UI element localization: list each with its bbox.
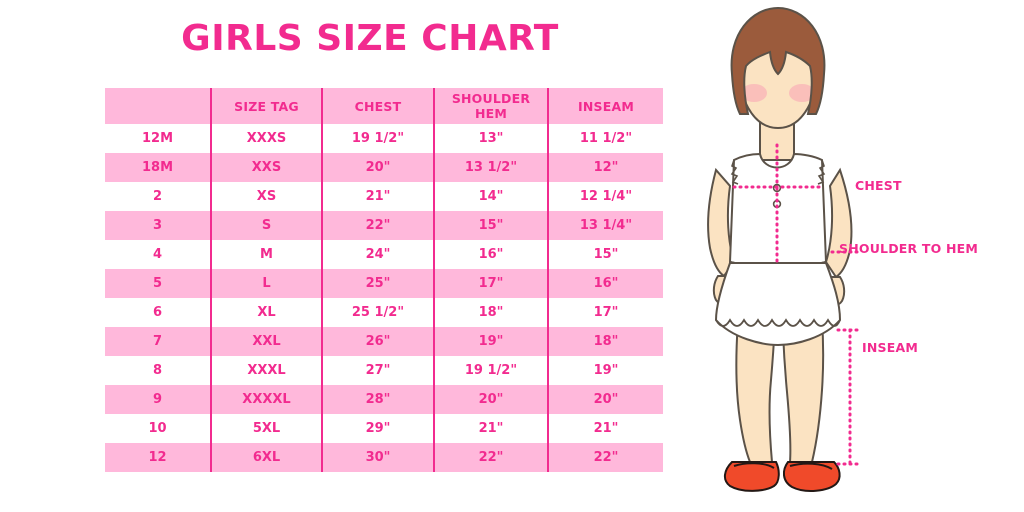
skirt (714, 262, 842, 347)
cell-inseam: 13 1/4" (548, 211, 663, 240)
cell-inseam: 19" (548, 356, 663, 385)
cell-chest: 19 1/2" (322, 124, 435, 153)
cell-size-tag: 5XL (211, 414, 323, 443)
table-row: 4 M 24" 16" 15" (105, 240, 663, 269)
page-title: GIRLS SIZE CHART (181, 18, 559, 59)
cell-chest: 28" (322, 385, 435, 414)
column-header-shoulder-hem: SHOULDER HEM (434, 88, 549, 124)
size-chart-table-wrapper: SIZE TAG CHEST SHOULDER HEM INSEAM 12M X… (105, 88, 663, 472)
cell-size: 2 (105, 182, 212, 211)
cheek-right (789, 84, 815, 102)
table-header: SIZE TAG CHEST SHOULDER HEM INSEAM (105, 88, 663, 124)
cell-chest: 25 1/2" (322, 298, 435, 327)
table-row: 12 6XL 30" 22" 22" (105, 443, 663, 472)
cell-size-tag: XXS (211, 153, 323, 182)
size-chart-table: SIZE TAG CHEST SHOULDER HEM INSEAM 12M X… (105, 88, 663, 472)
table-row: 5 L 25" 17" 16" (105, 269, 663, 298)
cell-chest: 27" (322, 356, 435, 385)
table-row: 12M XXXS 19 1/2" 13" 11 1/2" (105, 124, 663, 153)
cell-inseam: 11 1/2" (548, 124, 663, 153)
table-row: 2 XS 21" 14" 12 1/4" (105, 182, 663, 211)
cell-size: 8 (105, 356, 212, 385)
table-row: 9 XXXXL 28" 20" 20" (105, 385, 663, 414)
cell-size: 6 (105, 298, 212, 327)
cell-inseam: 22" (548, 443, 663, 472)
cell-size: 12M (105, 124, 212, 153)
measurement-lines (732, 143, 864, 466)
cell-shoulder-hem: 20" (434, 385, 549, 414)
cell-chest: 25" (322, 269, 435, 298)
cell-shoulder-hem: 19 1/2" (434, 356, 549, 385)
girl-figure-illustration: CHEST SHOULDER TO HEM INSEAM (672, 0, 1024, 512)
cell-shoulder-hem: 16" (434, 240, 549, 269)
column-header-chest: CHEST (322, 88, 435, 124)
cell-inseam: 12" (548, 153, 663, 182)
girl-figure-svg (707, 6, 864, 492)
cell-size-tag: XXXS (211, 124, 323, 153)
cell-shoulder-hem: 15" (434, 211, 549, 240)
label-chest: CHEST (855, 178, 902, 193)
cell-chest: 26" (322, 327, 435, 356)
cell-inseam: 18" (548, 327, 663, 356)
cell-size: 5 (105, 269, 212, 298)
cell-shoulder-hem: 17" (434, 269, 549, 298)
cell-size: 10 (105, 414, 212, 443)
column-header-size (105, 88, 212, 124)
cell-chest: 29" (322, 414, 435, 443)
cell-size-tag: XXXL (211, 356, 323, 385)
cell-size: 3 (105, 211, 212, 240)
cell-size-tag: XXL (211, 327, 323, 356)
head-group (730, 6, 826, 130)
cell-chest: 22" (322, 211, 435, 240)
cell-size-tag: XXXXL (211, 385, 323, 414)
cell-inseam: 17" (548, 298, 663, 327)
table-row: 3 S 22" 15" 13 1/4" (105, 211, 663, 240)
cell-chest: 24" (322, 240, 435, 269)
cell-inseam: 20" (548, 385, 663, 414)
cell-size-tag: 6XL (211, 443, 323, 472)
cell-inseam: 21" (548, 414, 663, 443)
table-body: 12M XXXS 19 1/2" 13" 11 1/2" 18M XXS 20"… (105, 124, 663, 472)
table-header-row: SIZE TAG CHEST SHOULDER HEM INSEAM (105, 88, 663, 124)
cell-size: 18M (105, 153, 212, 182)
cell-size-tag: XL (211, 298, 323, 327)
column-header-size-tag: SIZE TAG (211, 88, 323, 124)
cell-shoulder-hem: 21" (434, 414, 549, 443)
cell-chest: 20" (322, 153, 435, 182)
cell-inseam: 15" (548, 240, 663, 269)
cell-chest: 30" (322, 443, 435, 472)
label-shoulder-to-hem: SHOULDER TO HEM (839, 241, 979, 256)
cell-shoulder-hem: 14" (434, 182, 549, 211)
cell-shoulder-hem: 13 1/2" (434, 153, 549, 182)
cell-size-tag: XS (211, 182, 323, 211)
cell-size-tag: M (211, 240, 323, 269)
cell-chest: 21" (322, 182, 435, 211)
cell-size: 9 (105, 385, 212, 414)
cell-inseam: 12 1/4" (548, 182, 663, 211)
cell-size: 12 (105, 443, 212, 472)
column-header-inseam: INSEAM (548, 88, 663, 124)
table-row: 7 XXL 26" 19" 18" (105, 327, 663, 356)
label-inseam: INSEAM (862, 340, 918, 355)
cell-size-tag: S (211, 211, 323, 240)
table-row: 6 XL 25 1/2" 18" 17" (105, 298, 663, 327)
cell-size-tag: L (211, 269, 323, 298)
cell-shoulder-hem: 22" (434, 443, 549, 472)
table-row: 8 XXXL 27" 19 1/2" 19" (105, 356, 663, 385)
cell-shoulder-hem: 19" (434, 327, 549, 356)
shoes-group (724, 461, 841, 492)
cell-size: 4 (105, 240, 212, 269)
cell-size: 7 (105, 327, 212, 356)
cell-inseam: 16" (548, 269, 663, 298)
cell-shoulder-hem: 13" (434, 124, 549, 153)
hair (730, 6, 826, 115)
cell-shoulder-hem: 18" (434, 298, 549, 327)
table-row: 18M XXS 20" 13 1/2" 12" (105, 153, 663, 182)
table-row: 10 5XL 29" 21" 21" (105, 414, 663, 443)
cheek-left (741, 84, 767, 102)
